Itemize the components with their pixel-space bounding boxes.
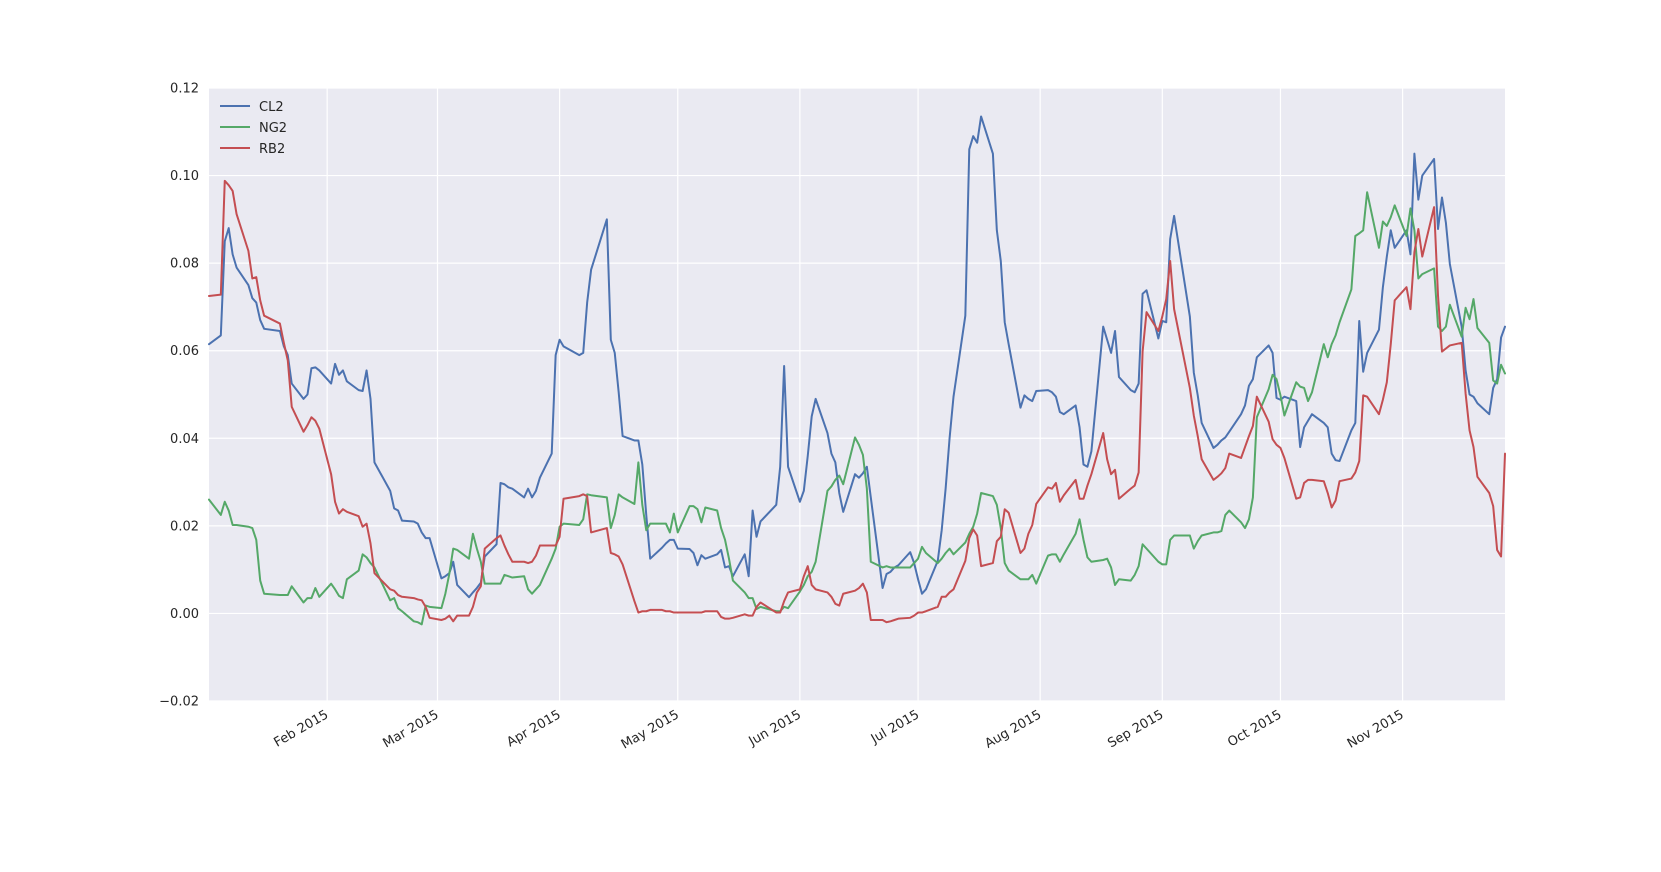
x-tick-label: Jun 2015: [746, 707, 804, 749]
y-tick-label: 0.06: [170, 344, 199, 359]
legend-label-cl2: CL2: [259, 100, 284, 115]
legend-label-rb2: RB2: [259, 142, 285, 157]
x-tick-label: Nov 2015: [1345, 707, 1407, 751]
y-tick-label: 0.02: [170, 519, 199, 534]
x-tick-label: Apr 2015: [504, 707, 563, 750]
legend: CL2 NG2 RB2: [220, 100, 287, 157]
plot-background: [209, 88, 1505, 701]
y-tick-label: 0.08: [170, 257, 199, 272]
x-tick-label: Oct 2015: [1225, 707, 1284, 750]
x-tick-label: Feb 2015: [272, 707, 332, 750]
x-tick-label: Sep 2015: [1105, 707, 1166, 751]
x-tick-label: May 2015: [619, 707, 682, 752]
legend-label-ng2: NG2: [259, 121, 287, 136]
x-tick-label: Mar 2015: [380, 707, 441, 751]
y-tick-label: 0.10: [170, 169, 199, 184]
gridlines: [209, 87, 1505, 702]
series-line-cl2: [208, 115, 1506, 599]
x-tick-label: Jul 2015: [868, 707, 922, 747]
series-line-ng2: [208, 191, 1506, 626]
x-axis-ticks: Feb 2015 Mar 2015 Apr 2015 May 2015 Jun 2015…: [272, 707, 1407, 752]
y-tick-label: −0.02: [159, 695, 199, 710]
series-line-rb2: [208, 179, 1506, 624]
x-tick-label: Aug 2015: [982, 707, 1044, 751]
y-tick-label: 0.00: [170, 607, 199, 622]
y-axis-ticks: −0.02 0.00 0.02 0.04 0.06 0.08 0.10 0.12: [159, 82, 199, 710]
y-tick-label: 0.12: [170, 82, 199, 97]
series-lines: [208, 115, 1506, 626]
y-tick-label: 0.04: [170, 432, 199, 447]
